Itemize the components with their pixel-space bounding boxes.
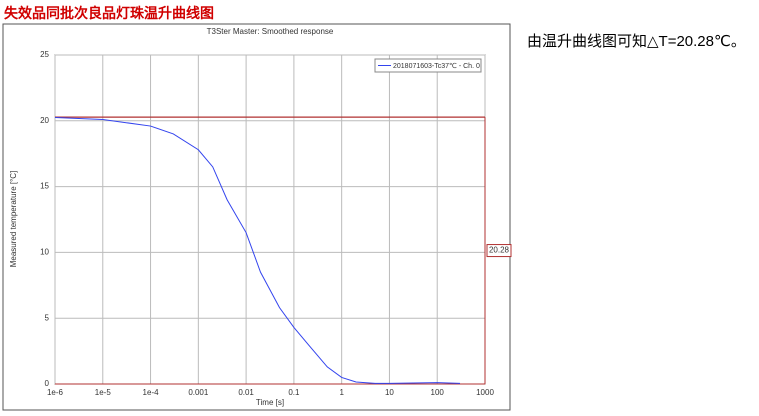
y-tick-label: 15 <box>40 182 49 191</box>
series-line <box>54 117 461 384</box>
x-tick-label: 1e-5 <box>95 388 112 397</box>
y-tick-label: 10 <box>40 248 49 257</box>
x-tick-label: 1e-4 <box>143 388 160 397</box>
x-tick-label: 100 <box>431 388 445 397</box>
x-axis-label: Time [s] <box>256 398 284 407</box>
chart-title: T3Ster Master: Smoothed response <box>207 27 334 36</box>
y-tick-label: 25 <box>40 50 49 59</box>
x-tick-label: 10 <box>385 388 394 397</box>
note: 由温升曲线图可知△T=20.28℃。 <box>527 33 746 50</box>
heading: 失效品同批次良品灯珠温升曲线图 <box>4 5 214 21</box>
y-tick-label: 5 <box>45 313 50 322</box>
legend-label: 2018071603-Tc37℃ - Ch. 0 <box>393 63 480 70</box>
reference-label-box <box>486 244 512 258</box>
legend-box <box>374 58 482 73</box>
reference-label: 20.28 <box>489 246 510 255</box>
x-tick-label: 0.001 <box>188 388 209 397</box>
x-tick-label: 0.01 <box>238 388 254 397</box>
x-tick-label: 1000 <box>476 388 494 397</box>
y-axis-label: Measured temperature [°C] <box>9 171 18 268</box>
y-tick-label: 20 <box>40 116 49 125</box>
x-tick-label: 1 <box>339 388 344 397</box>
plot-area <box>54 54 486 385</box>
x-tick-label: 0.1 <box>288 388 300 397</box>
x-tick-label: 1e-6 <box>47 388 64 397</box>
y-tick-label: 0 <box>45 379 50 388</box>
